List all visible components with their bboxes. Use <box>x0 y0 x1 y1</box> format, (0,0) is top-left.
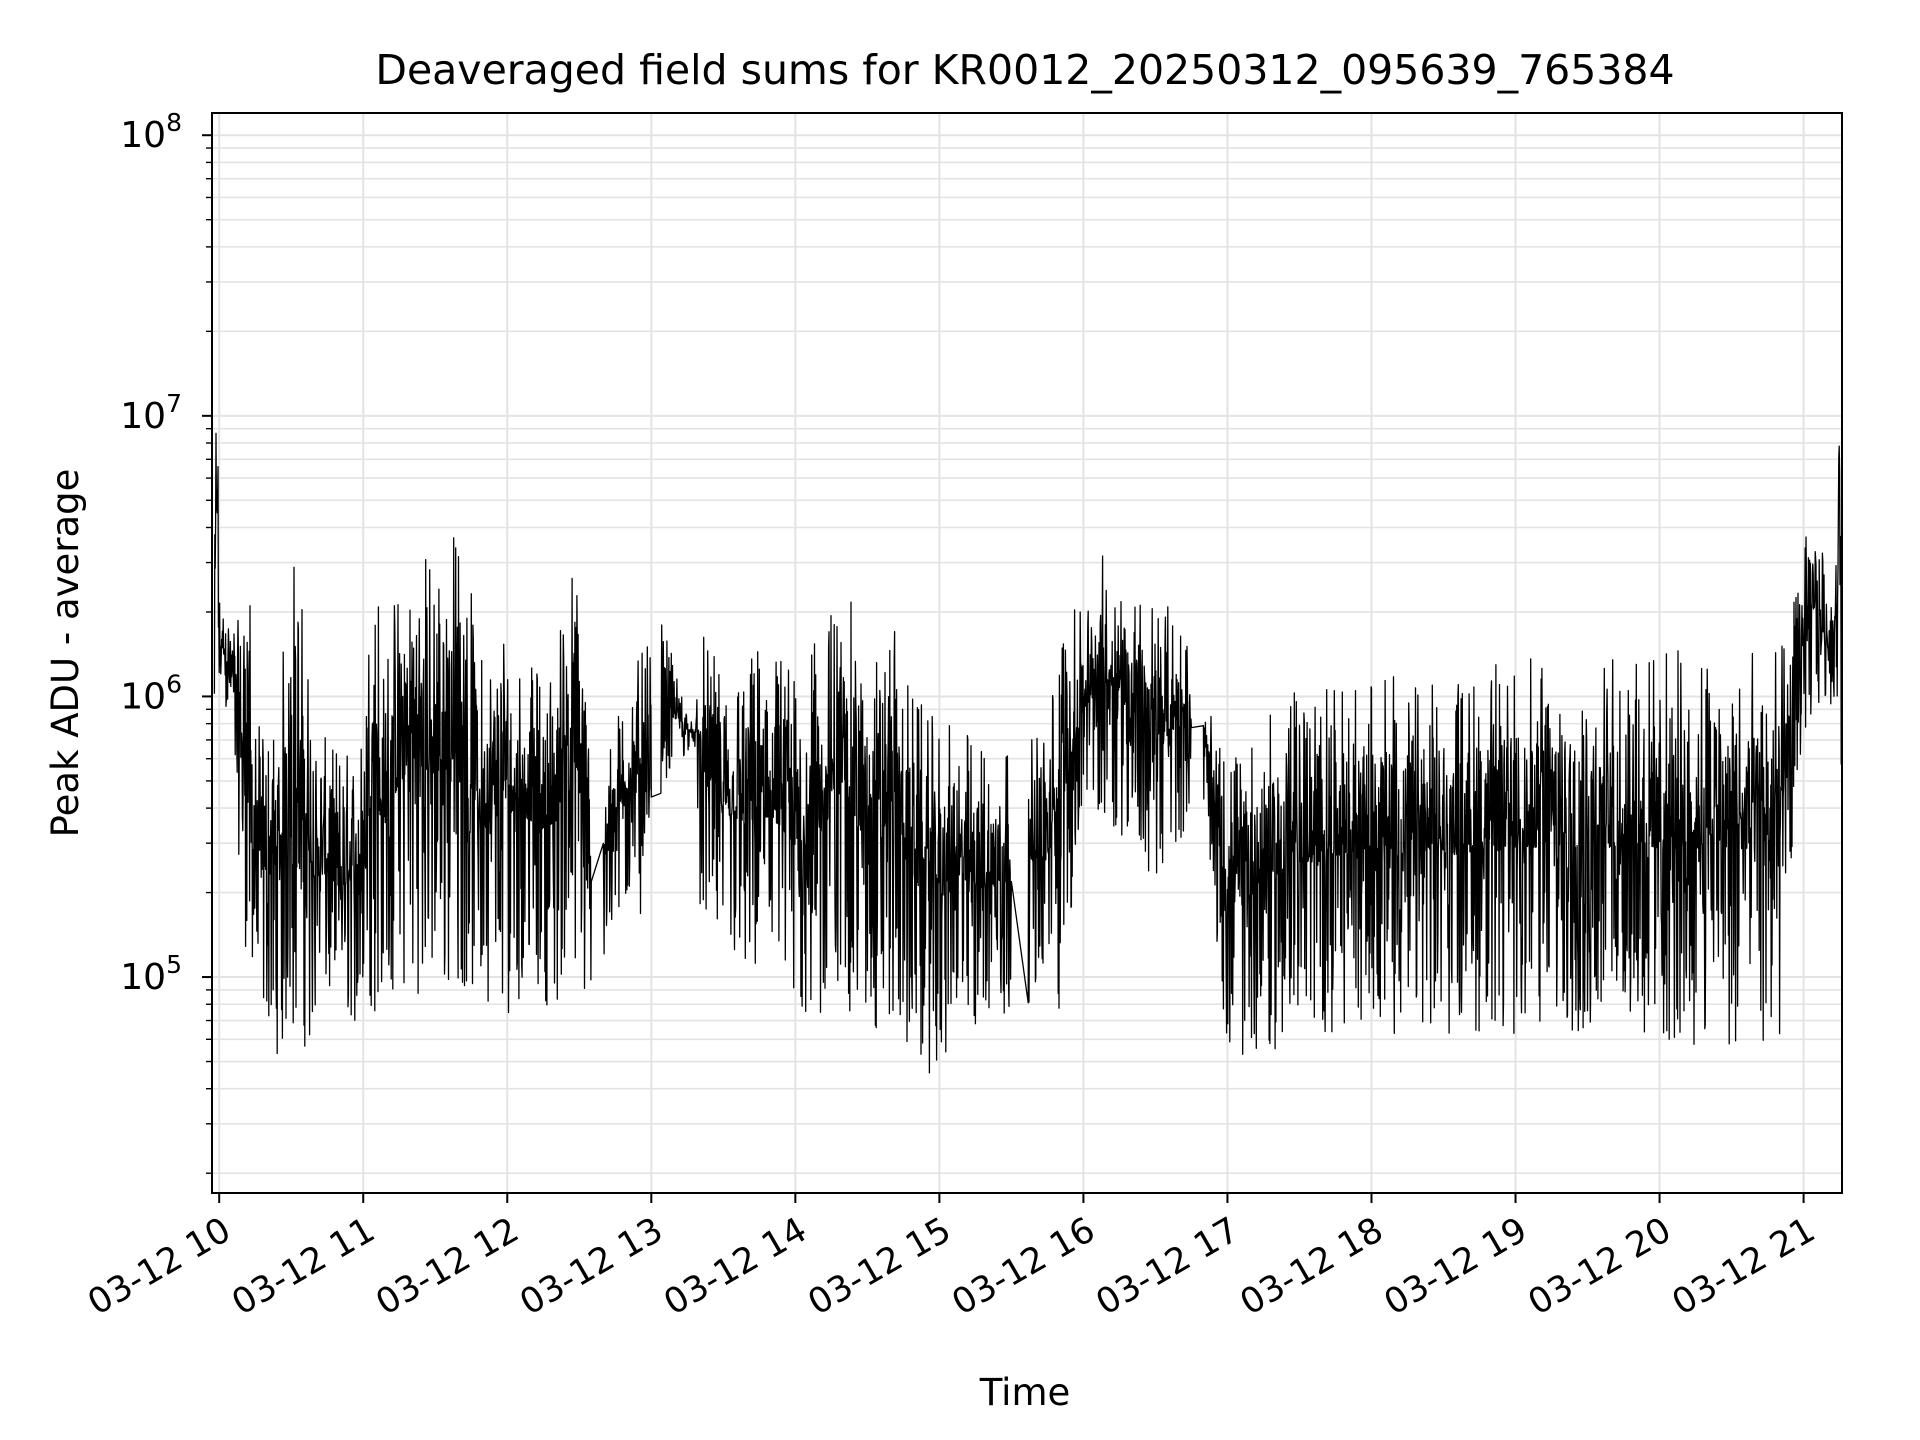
x-tick-label: 03-12 19 <box>1378 1210 1534 1323</box>
plot-frame <box>211 112 1843 1194</box>
x-tick-label: 03-12 10 <box>81 1210 237 1323</box>
y-axis-label: Peak ADU - average <box>44 469 87 838</box>
y-tick-label: 106 <box>120 669 182 717</box>
y-tick-label: 105 <box>120 950 182 998</box>
chart-title: Deaveraged field sums for KR0012_2025031… <box>375 46 1674 94</box>
x-axis-label: Time <box>979 1371 1071 1414</box>
series-path <box>213 432 1843 1074</box>
x-tick-label: 03-12 21 <box>1666 1210 1822 1323</box>
x-tick-label: 03-12 18 <box>1234 1210 1390 1323</box>
y-tick-label: 108 <box>120 108 182 156</box>
y-tick-label: 107 <box>120 389 182 437</box>
x-tick-label: 03-12 20 <box>1522 1210 1678 1323</box>
series-line <box>213 432 1843 1074</box>
x-tick-label: 03-12 14 <box>658 1210 814 1323</box>
x-tick-label: 03-12 13 <box>514 1210 670 1323</box>
x-tick-label: 03-12 16 <box>946 1210 1102 1323</box>
x-tick-label: 03-12 15 <box>802 1210 958 1323</box>
x-tick-label: 03-12 11 <box>225 1210 381 1323</box>
x-tick-label: 03-12 17 <box>1090 1210 1246 1323</box>
x-tick-label: 03-12 12 <box>369 1210 525 1323</box>
y-axis: 105 106 107 108 <box>120 108 212 1174</box>
